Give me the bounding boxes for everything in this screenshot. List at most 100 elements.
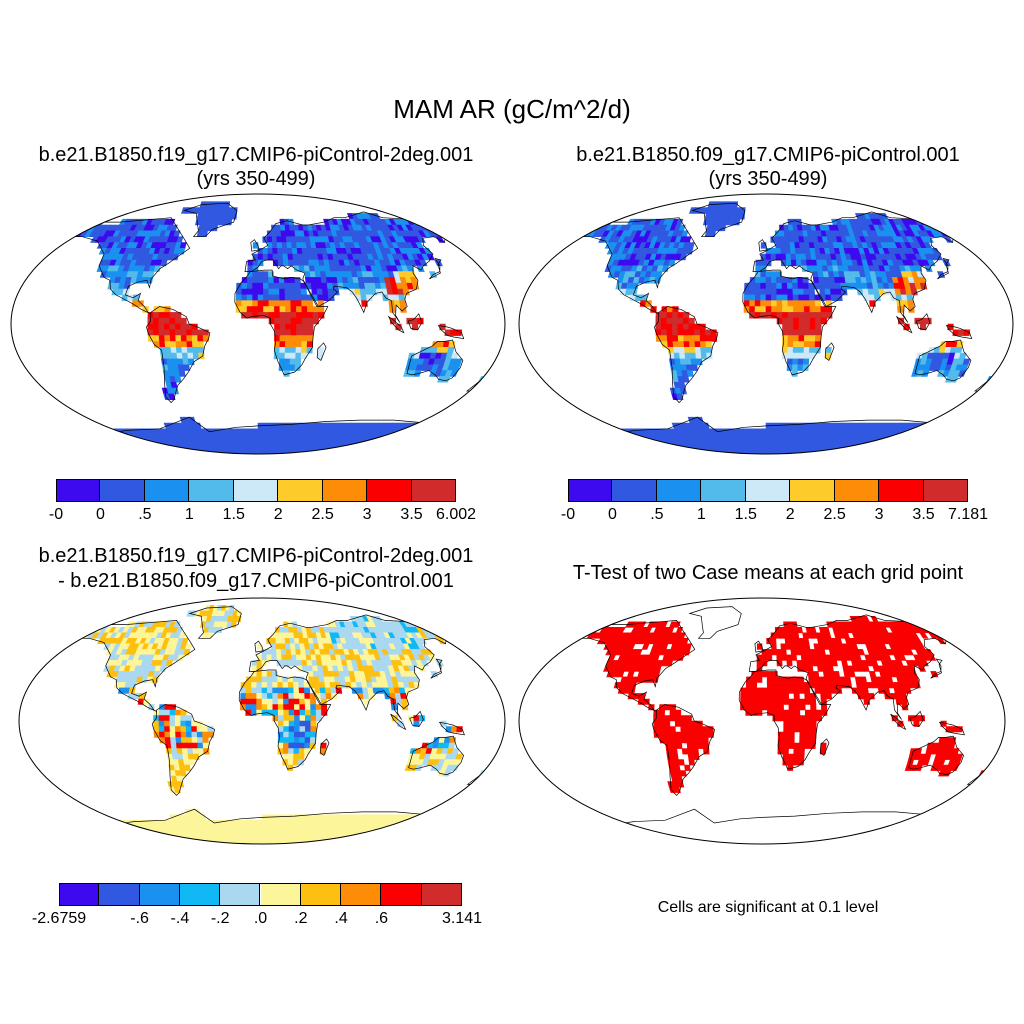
grid-cell xyxy=(275,224,282,232)
grid-cell xyxy=(398,440,408,447)
panel2-subtitle: (yrs 350-499) xyxy=(708,168,828,190)
grid-cell xyxy=(777,676,784,683)
grid-cell xyxy=(268,300,275,307)
grid-cell xyxy=(941,632,952,639)
grid-cell xyxy=(160,446,169,453)
grid-cell xyxy=(102,836,113,843)
grid-cell xyxy=(241,282,248,290)
grid-cell xyxy=(582,224,592,232)
grid-cell xyxy=(176,748,184,755)
grid-cell xyxy=(312,306,319,313)
grid-cell xyxy=(116,434,126,441)
grid-cell xyxy=(191,341,199,348)
panel1-title: b.e21.B1850.f19_g17.CMIP6-piControl-2deg… xyxy=(38,144,474,166)
grid-cell xyxy=(387,825,397,832)
grid-cell xyxy=(152,451,157,454)
grid-cell xyxy=(775,247,782,255)
grid-cell xyxy=(241,830,247,837)
grid-cell xyxy=(266,637,272,645)
grid-cell xyxy=(812,277,820,284)
grid-cell xyxy=(370,446,380,453)
grid-cell xyxy=(279,288,286,296)
grid-cell xyxy=(279,312,286,319)
grid-cell xyxy=(778,422,785,430)
grid-cell xyxy=(744,434,750,441)
grid-cell xyxy=(431,434,442,441)
grid-cell xyxy=(420,819,431,826)
grid-cell xyxy=(249,434,255,441)
grid-cell xyxy=(798,347,805,354)
grid-cell xyxy=(862,693,870,700)
grid-cell xyxy=(107,841,113,844)
grid-cell xyxy=(672,312,679,319)
grid-cell xyxy=(257,825,263,832)
grid-cell xyxy=(296,323,303,331)
grid-cell xyxy=(390,440,400,447)
grid-cell xyxy=(197,748,205,755)
grid-cell xyxy=(273,300,281,307)
grid-cell xyxy=(803,637,810,645)
grid-cell xyxy=(253,836,259,843)
grid-cell xyxy=(277,687,284,694)
grid-cell xyxy=(188,841,193,844)
grid-cell xyxy=(828,451,833,454)
grid-cell xyxy=(854,654,862,661)
grid-cell xyxy=(94,836,105,843)
grid-cell xyxy=(427,830,439,837)
grid-cell xyxy=(400,841,405,844)
grid-cell xyxy=(925,446,936,453)
grid-cell xyxy=(787,335,794,342)
coastline-madagascar xyxy=(824,342,835,361)
grid-cell xyxy=(284,637,291,645)
grid-cell xyxy=(745,682,752,689)
grid-cell xyxy=(174,720,181,727)
grid-cell xyxy=(85,825,96,832)
grid-cell xyxy=(298,682,305,689)
grid-cell xyxy=(787,288,794,296)
grid-cell xyxy=(101,451,106,454)
grid-cell xyxy=(667,451,673,454)
grid-cell xyxy=(137,440,146,447)
grid-cell xyxy=(299,715,306,722)
grid-cell xyxy=(286,654,293,661)
grid-cell xyxy=(827,665,834,672)
grid-cell xyxy=(771,300,778,307)
grid-cell xyxy=(793,306,800,313)
grid-cell xyxy=(753,446,759,453)
grid-cell xyxy=(140,451,145,454)
grid-cell xyxy=(290,294,297,301)
grid-cell xyxy=(958,352,967,360)
grid-cell xyxy=(295,335,303,342)
grid-cell xyxy=(667,347,675,354)
grid-cell xyxy=(607,440,618,447)
coastline-eurasia xyxy=(244,211,465,323)
grid-cell xyxy=(787,312,794,319)
grid-cell xyxy=(170,341,177,348)
grid-cell xyxy=(290,306,297,313)
grid-cell xyxy=(111,841,116,844)
grid-cell xyxy=(777,693,784,700)
grid-cell xyxy=(183,364,190,371)
grid-cell xyxy=(792,358,799,366)
figure-title: MAM AR (gC/m^2/d) xyxy=(393,94,631,124)
grid-cell xyxy=(612,434,622,441)
grid-cell xyxy=(299,709,306,716)
grid-cell xyxy=(406,434,417,441)
grid-cell xyxy=(279,352,286,360)
grid-cell xyxy=(388,841,394,844)
grid-cell xyxy=(170,836,178,843)
grid-cell xyxy=(304,742,311,749)
grid-cell xyxy=(413,446,424,453)
grid-cell xyxy=(766,682,773,689)
grid-cell xyxy=(765,428,771,435)
grid-cell xyxy=(148,446,157,453)
grid-cell xyxy=(284,358,291,366)
grid-cell xyxy=(158,720,165,727)
grid-cell xyxy=(765,306,772,313)
grid-cell xyxy=(288,693,295,700)
grid-cell xyxy=(275,643,282,650)
grid-cell xyxy=(774,428,780,435)
grid-cell xyxy=(150,836,159,843)
grid-cell xyxy=(300,294,308,301)
grid-cell xyxy=(283,731,290,738)
